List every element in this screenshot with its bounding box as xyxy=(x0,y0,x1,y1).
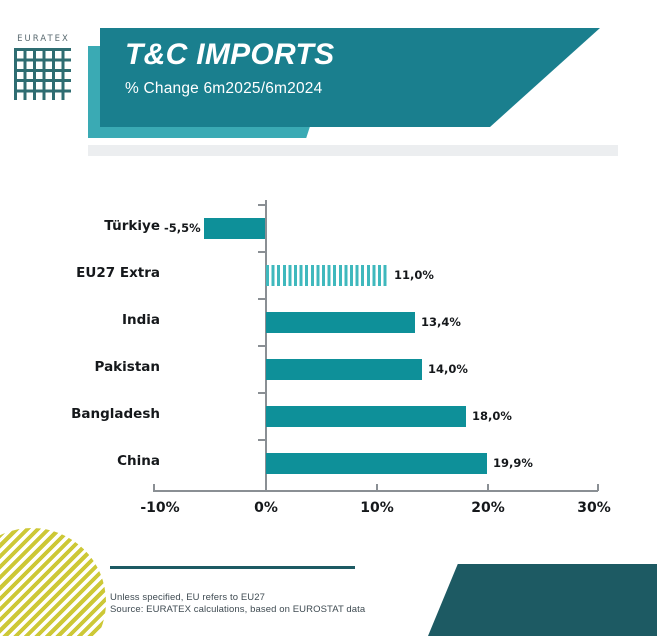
category-label-holder: India xyxy=(0,312,160,332)
bar-india xyxy=(266,312,415,333)
y-axis-tick xyxy=(258,392,265,394)
bar-pakistan xyxy=(266,359,422,380)
footer-note-line-1: Unless specified, EU refers to EU27 xyxy=(110,592,266,603)
y-axis-tick xyxy=(258,345,265,347)
chart-row: Bangladesh 18,0% xyxy=(0,392,657,438)
x-axis-tick-label: 0% xyxy=(254,500,278,516)
x-axis-end-cap xyxy=(597,484,599,491)
chart-row: India 13,4% xyxy=(0,298,657,344)
euratex-logo: EURATEX xyxy=(14,34,74,106)
value-label: 19,9% xyxy=(493,456,533,470)
category-label-holder: EU27 Extra xyxy=(0,265,160,285)
y-axis-tick xyxy=(258,251,265,253)
header-divider-band xyxy=(88,145,618,156)
bar-eu27-extra xyxy=(266,265,388,286)
footer-divider xyxy=(110,566,355,569)
category-label-holder: Türkiye xyxy=(0,218,160,238)
chart-row: EU27 Extra 11,0% xyxy=(0,251,657,297)
euratex-logo-wordmark: EURATEX xyxy=(17,34,70,44)
bar-bangladesh xyxy=(266,406,466,427)
x-axis-tick-label: 10% xyxy=(360,500,394,516)
bar-chart: Türkiye -5,5% EU27 Extra 11,0% India 13,… xyxy=(0,195,657,525)
value-label: 13,4% xyxy=(421,315,461,329)
decorative-striped-circle xyxy=(0,528,106,636)
category-label: Türkiye xyxy=(104,218,160,234)
category-label: Pakistan xyxy=(94,359,160,375)
bar-turkiye xyxy=(204,218,265,239)
chart-zero-axis xyxy=(265,200,267,491)
page-subtitle: % Change 6m2025/6m2024 xyxy=(125,80,323,97)
category-label-holder: China xyxy=(0,453,160,473)
x-axis-tick xyxy=(265,484,267,491)
chart-row: Türkiye -5,5% xyxy=(0,204,657,250)
decorative-parallelogram xyxy=(428,564,657,636)
chart-row: Pakistan 14,0% xyxy=(0,345,657,391)
y-axis-tick xyxy=(258,439,265,441)
y-axis-tick xyxy=(258,298,265,300)
category-label: India xyxy=(121,312,160,328)
category-label: EU27 Extra xyxy=(76,265,160,281)
value-label: -5,5% xyxy=(164,221,201,235)
x-axis-tick xyxy=(376,484,378,491)
category-label: China xyxy=(117,453,160,469)
category-label-holder: Pakistan xyxy=(0,359,160,379)
category-label: Bangladesh xyxy=(71,406,160,422)
x-axis-tick-label: 20% xyxy=(471,500,505,516)
value-label: 14,0% xyxy=(428,362,468,376)
x-axis-tick-label: -10% xyxy=(140,500,180,516)
x-axis-line xyxy=(153,490,598,492)
category-label-holder: Bangladesh xyxy=(0,406,160,426)
value-label: 18,0% xyxy=(472,409,512,423)
chart-row: China 19,9% xyxy=(0,439,657,485)
woven-textile-pattern-icon xyxy=(14,48,71,100)
page-title: T&C IMPORTS xyxy=(125,38,335,71)
x-axis-tick xyxy=(487,484,489,491)
bar-china xyxy=(266,453,487,474)
y-axis-tick xyxy=(258,204,265,206)
header: EURATEX T&C IMPORTS % Change 6m2025/6m20… xyxy=(0,0,657,165)
footer-source-line: Source: EURATEX calculations, based on E… xyxy=(110,604,366,615)
x-axis-tick-label: 30% xyxy=(577,500,611,516)
value-label: 11,0% xyxy=(394,268,434,282)
x-axis-end-cap xyxy=(153,484,155,491)
